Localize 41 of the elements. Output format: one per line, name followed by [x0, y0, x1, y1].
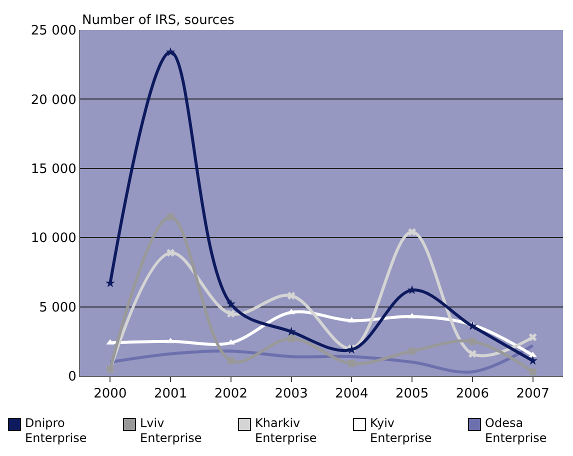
y-tick-label: 20 000 — [30, 92, 76, 108]
point — [408, 228, 416, 236]
point — [167, 213, 174, 220]
point — [529, 368, 536, 376]
point — [226, 299, 236, 308]
x-tick-label: 2003 — [274, 386, 308, 402]
legend-label: Lviv Enterprise — [140, 416, 203, 446]
point — [287, 292, 296, 300]
point — [166, 47, 176, 56]
legend-label: Dnipro Enterprise — [25, 416, 88, 446]
legend-label: Kharkiv Enterprise — [255, 416, 318, 446]
point — [106, 339, 114, 345]
point — [468, 321, 478, 330]
x-tick-label: 2002 — [214, 386, 248, 402]
x-tick-label: 2004 — [335, 386, 368, 402]
y-axis-title: Number of IRS, sources — [82, 13, 235, 28]
point — [227, 357, 234, 364]
point — [166, 248, 175, 257]
y-tick-label: 5 000 — [39, 300, 76, 316]
x-tick-label: 2000 — [94, 386, 127, 402]
legend-label: Kyiv Enterprise — [370, 416, 433, 446]
legend-label: Odesa Enterprise — [485, 416, 548, 446]
point — [468, 350, 476, 358]
x-tick-label: 2007 — [516, 386, 550, 402]
x-tick-label: 2001 — [154, 386, 188, 402]
y-tick-label: 15 000 — [30, 162, 76, 177]
x-tick-label: 2006 — [456, 386, 489, 402]
point — [348, 360, 356, 368]
line-series — [108, 344, 534, 374]
point — [166, 338, 175, 344]
x-tick-label: 2005 — [396, 386, 429, 402]
point — [468, 338, 476, 345]
point — [408, 348, 416, 355]
point — [288, 335, 295, 342]
y-tick-label: 25 000 — [30, 24, 76, 39]
point — [528, 333, 537, 342]
y-tick-label: 0 — [68, 370, 76, 385]
y-tick-label: 10 000 — [30, 231, 76, 246]
point — [226, 310, 235, 318]
point — [407, 285, 417, 294]
point — [408, 312, 416, 318]
